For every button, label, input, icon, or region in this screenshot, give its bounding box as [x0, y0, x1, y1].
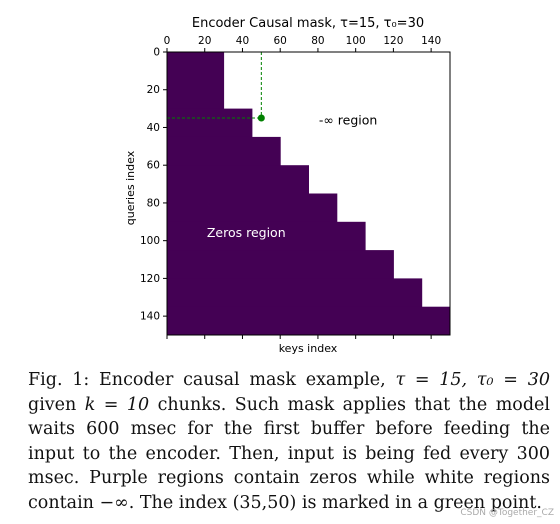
y-tick-label-0: 0: [153, 47, 160, 59]
zeros-block-2: [167, 136, 281, 166]
inf-region-label: -∞ region: [319, 113, 377, 128]
zeros-block-8: [167, 306, 451, 336]
caption-math-k: k = 10: [84, 394, 150, 415]
x-tick-label-40: 40: [236, 35, 249, 47]
caption-prefix: Fig. 1: Encoder causal mask example,: [28, 370, 386, 390]
heatmap-chart: Encoder Causal mask, τ=15, τ₀=30 Zeros r…: [124, 16, 451, 355]
plot-area: Zeros region -∞ region: [167, 52, 451, 336]
figure-caption: Fig. 1: Encoder causal mask example, τ =…: [28, 368, 550, 515]
y-tick-label-140: 140: [140, 311, 160, 323]
x-axis-label: keys index: [279, 342, 338, 355]
caption-body: chunks. Such mask applies that the model…: [28, 394, 550, 513]
chart-figure: Encoder Causal mask, τ=15, τ₀=30 Zeros r…: [124, 16, 451, 355]
zeros-block-4: [167, 193, 338, 223]
x-tick-label-100: 100: [346, 35, 366, 47]
zeros-block-1: [167, 108, 253, 138]
caption-math-tau: τ = 15, τ₀ = 30: [395, 370, 550, 390]
y-axis-label: queries index: [124, 150, 137, 225]
zeros-block-3: [167, 165, 309, 194]
caption-given: given: [28, 394, 77, 415]
x-tick-label-20: 20: [198, 35, 211, 47]
zeros-block-6: [167, 250, 394, 279]
axes: 0 20 40 60 80 100 120 140 0 20 40 60 80 100 120 140: [140, 35, 451, 339]
x-tick-label-60: 60: [274, 35, 287, 47]
plot-frame: [166, 51, 451, 336]
chart-title: Encoder Causal mask, τ=15, τ₀=30: [192, 16, 424, 31]
y-tick-label-60: 60: [147, 160, 160, 172]
zeros-block-0: [167, 52, 225, 110]
watermark: CSDN @Together_CZ: [460, 508, 554, 518]
x-tick-label-80: 80: [311, 35, 324, 47]
y-tick-label-80: 80: [147, 197, 160, 209]
x-tick-label-120: 120: [383, 35, 403, 47]
y-tick-label-40: 40: [147, 122, 160, 134]
zeros-region-label: Zeros region: [207, 225, 286, 240]
zeros-block-7: [167, 278, 423, 308]
marked-point: [257, 114, 265, 122]
y-tick-label-20: 20: [147, 84, 160, 96]
x-tick-label-0: 0: [164, 35, 171, 47]
x-tick-label-140: 140: [421, 35, 441, 47]
y-tick-label-100: 100: [140, 235, 160, 247]
y-tick-label-120: 120: [140, 273, 160, 285]
zeros-block-5: [167, 221, 366, 251]
